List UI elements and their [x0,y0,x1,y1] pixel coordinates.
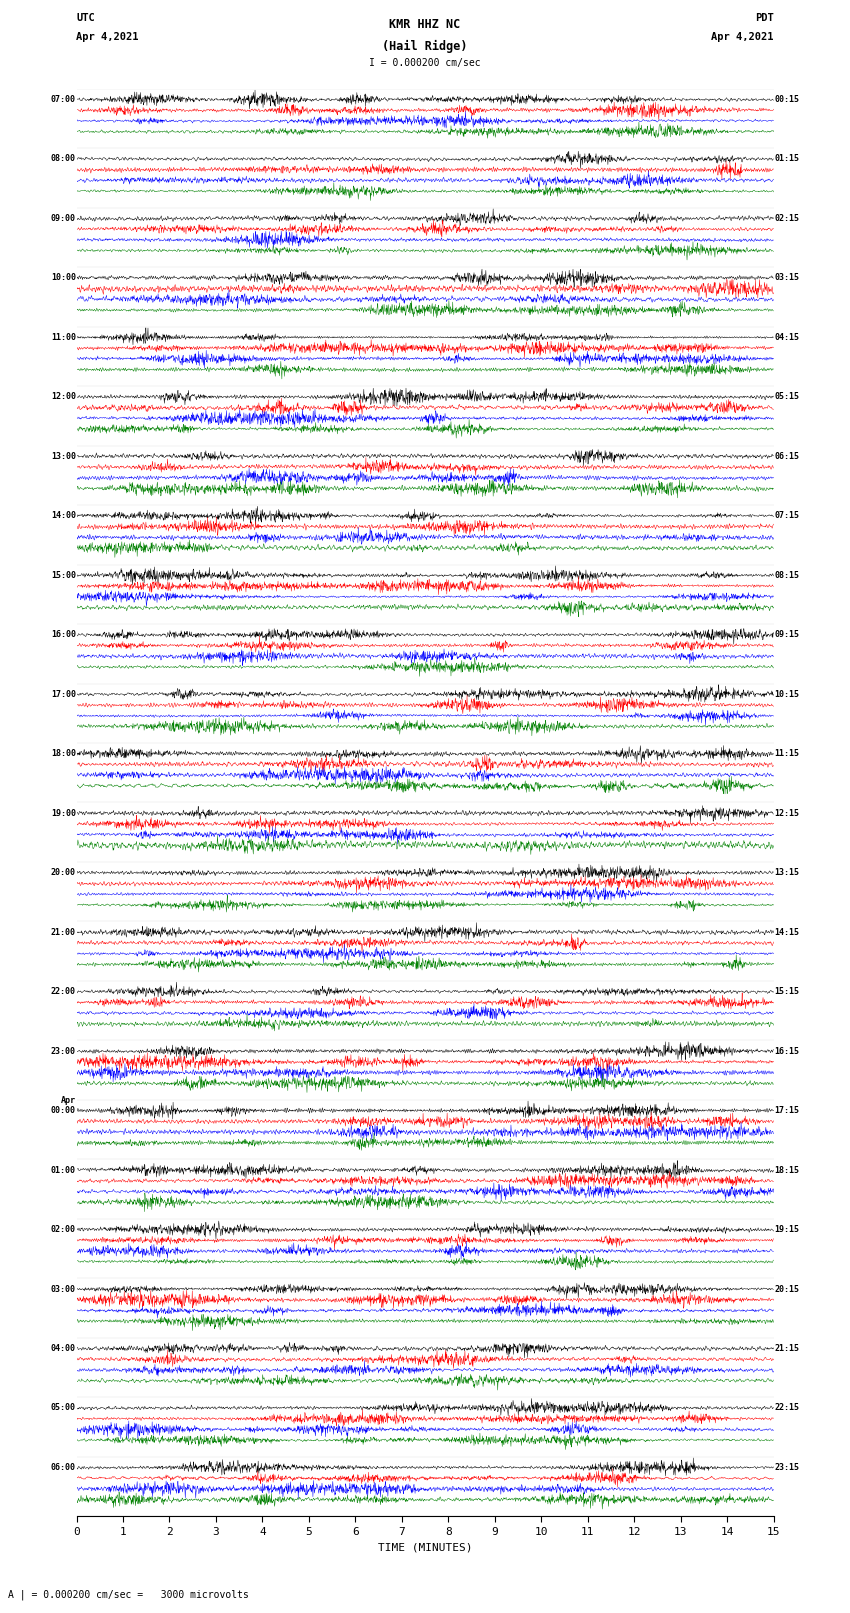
X-axis label: TIME (MINUTES): TIME (MINUTES) [377,1542,473,1552]
Text: 07:15: 07:15 [774,511,799,521]
Text: A | = 0.000200 cm/sec =   3000 microvolts: A | = 0.000200 cm/sec = 3000 microvolts [8,1589,249,1600]
Text: 10:15: 10:15 [774,690,799,698]
Text: 11:00: 11:00 [51,332,76,342]
Text: 01:15: 01:15 [774,155,799,163]
Text: 03:15: 03:15 [774,273,799,282]
Text: 16:15: 16:15 [774,1047,799,1055]
Text: 23:15: 23:15 [774,1463,799,1473]
Text: PDT: PDT [755,13,774,23]
Text: 08:15: 08:15 [774,571,799,579]
Text: Apr: Apr [61,1095,76,1105]
Text: 00:00: 00:00 [51,1107,76,1115]
Text: 10:00: 10:00 [51,273,76,282]
Text: 12:00: 12:00 [51,392,76,402]
Text: 20:15: 20:15 [774,1284,799,1294]
Text: 00:15: 00:15 [774,95,799,103]
Text: 08:00: 08:00 [51,155,76,163]
Text: 22:15: 22:15 [774,1403,799,1413]
Text: 04:00: 04:00 [51,1344,76,1353]
Text: 03:00: 03:00 [51,1284,76,1294]
Text: 06:00: 06:00 [51,1463,76,1473]
Text: 02:15: 02:15 [774,215,799,223]
Text: UTC: UTC [76,13,95,23]
Text: 06:15: 06:15 [774,452,799,461]
Text: 20:00: 20:00 [51,868,76,877]
Text: 02:00: 02:00 [51,1224,76,1234]
Text: 04:15: 04:15 [774,332,799,342]
Text: 21:00: 21:00 [51,927,76,937]
Text: 05:00: 05:00 [51,1403,76,1413]
Text: 18:15: 18:15 [774,1166,799,1174]
Text: 16:00: 16:00 [51,631,76,639]
Text: 11:15: 11:15 [774,748,799,758]
Text: I = 0.000200 cm/sec: I = 0.000200 cm/sec [369,58,481,68]
Text: KMR HHZ NC: KMR HHZ NC [389,18,461,31]
Text: 09:00: 09:00 [51,215,76,223]
Text: 22:00: 22:00 [51,987,76,997]
Text: Apr 4,2021: Apr 4,2021 [76,32,139,42]
Text: 13:00: 13:00 [51,452,76,461]
Text: 17:00: 17:00 [51,690,76,698]
Text: 21:15: 21:15 [774,1344,799,1353]
Text: Apr 4,2021: Apr 4,2021 [711,32,774,42]
Text: 19:15: 19:15 [774,1224,799,1234]
Text: 13:15: 13:15 [774,868,799,877]
Text: 23:00: 23:00 [51,1047,76,1055]
Text: (Hail Ridge): (Hail Ridge) [382,40,468,53]
Text: 15:00: 15:00 [51,571,76,579]
Text: 07:00: 07:00 [51,95,76,103]
Text: 05:15: 05:15 [774,392,799,402]
Text: 01:00: 01:00 [51,1166,76,1174]
Text: 19:00: 19:00 [51,808,76,818]
Text: 14:15: 14:15 [774,927,799,937]
Text: 09:15: 09:15 [774,631,799,639]
Text: 12:15: 12:15 [774,808,799,818]
Text: 18:00: 18:00 [51,748,76,758]
Text: 17:15: 17:15 [774,1107,799,1115]
Text: 15:15: 15:15 [774,987,799,997]
Text: 14:00: 14:00 [51,511,76,521]
